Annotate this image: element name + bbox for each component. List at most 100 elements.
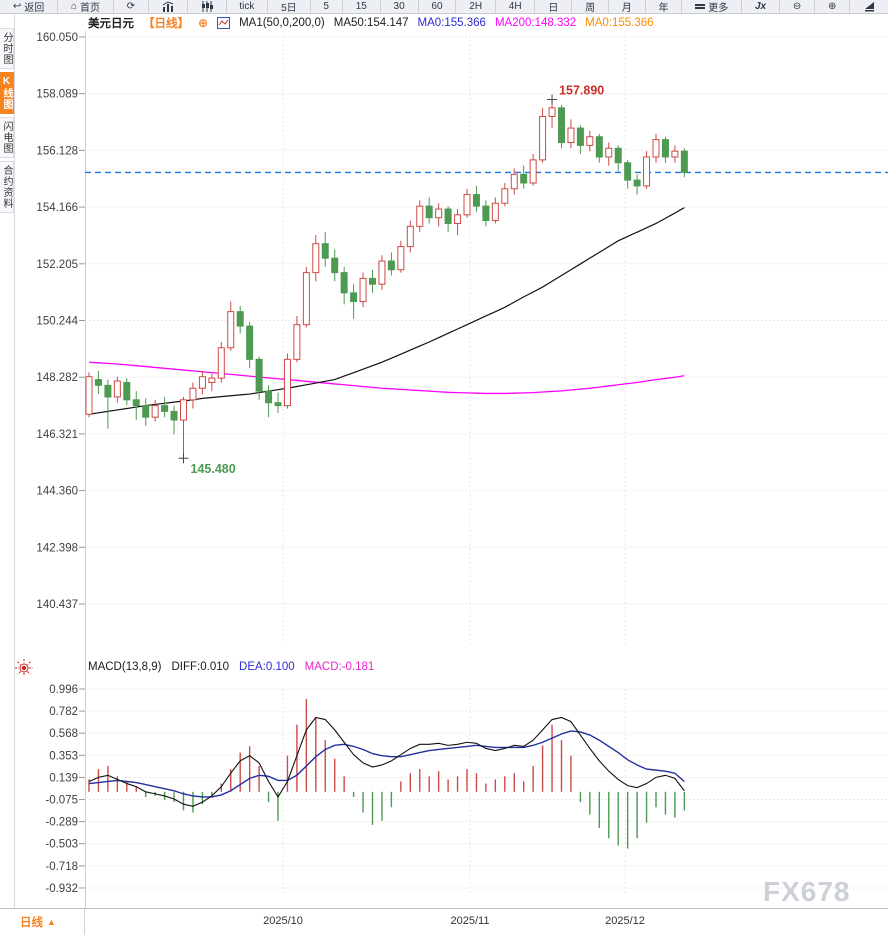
refresh-button[interactable]: ⟳ bbox=[114, 0, 150, 13]
period-5d-button[interactable]: 5日 bbox=[268, 0, 311, 14]
candle-down bbox=[132, 399, 140, 407]
period-day-label: 日 bbox=[548, 3, 559, 14]
period-5m-button[interactable]: 5 bbox=[311, 0, 343, 13]
candle-down bbox=[246, 325, 254, 360]
candle-up bbox=[312, 243, 320, 274]
period-4h-button[interactable]: 4H bbox=[496, 0, 536, 13]
zoom-out-button[interactable]: ⊖ bbox=[780, 0, 816, 13]
symbol-name: 美元日元 bbox=[88, 17, 134, 30]
period-15m-button[interactable]: 15 bbox=[343, 0, 381, 13]
period-day-button[interactable]: 日 bbox=[535, 0, 573, 14]
macd-tick-label: -0.932 bbox=[45, 883, 78, 895]
time-axis-bar: 日线 ▲ 2025/10 2025/11 2025/12 bbox=[0, 908, 888, 935]
candle-up bbox=[454, 214, 462, 224]
period-4h-label: 4H bbox=[508, 1, 522, 12]
candle-up bbox=[283, 358, 291, 407]
zoom-out-icon: ⊖ bbox=[792, 0, 802, 12]
sidebar-tab-kline[interactable]: K线图 bbox=[0, 72, 14, 114]
period-year-label: 年 bbox=[658, 3, 669, 14]
period-60m-button[interactable]: 60 bbox=[419, 0, 457, 13]
back-button[interactable]: ↩ 返回 bbox=[0, 0, 59, 14]
period-5m-label: 5 bbox=[323, 1, 329, 12]
macd-tick-label: 0.353 bbox=[49, 750, 78, 762]
formula-button[interactable]: Jx bbox=[742, 0, 780, 13]
candle-up bbox=[293, 324, 301, 360]
macd-tick-label: 0.568 bbox=[49, 728, 78, 740]
more-button[interactable]: 更多 bbox=[682, 0, 743, 14]
candlestick-icon bbox=[201, 1, 213, 12]
candle-down bbox=[340, 272, 348, 294]
period-year-button[interactable]: 年 bbox=[646, 0, 683, 14]
ma-settings: MA1(50,0,200,0) bbox=[239, 16, 325, 29]
period-tick-button[interactable]: tick bbox=[227, 0, 269, 13]
macd-diff-value: DIFF:0.010 bbox=[171, 661, 230, 673]
period-selector[interactable]: 日线 ▲ bbox=[14, 909, 85, 935]
candle-up bbox=[180, 399, 187, 421]
candle-up bbox=[586, 136, 594, 146]
watermark: FX678 bbox=[763, 876, 851, 907]
sidebar-tab-label: 闪电图 bbox=[1, 121, 12, 154]
chart-legend: 美元日元 【日线】 ⊕ MA1(50,0,200,0) MA50:154.147… bbox=[88, 15, 654, 30]
ma200-value: MA200:148.332 bbox=[494, 16, 577, 29]
ma0-value-blue: MA0:155.366 bbox=[417, 16, 486, 29]
menu-icon bbox=[695, 4, 706, 9]
macd-tick-label: 0.782 bbox=[49, 706, 78, 718]
candle-down bbox=[558, 107, 565, 144]
macd-dea-line bbox=[88, 730, 685, 798]
back-label: 返回 bbox=[24, 3, 45, 14]
sidebar-tab-lightning[interactable]: 闪电图 bbox=[0, 117, 14, 158]
period-month-button[interactable]: 月 bbox=[609, 0, 646, 14]
candle-down bbox=[425, 205, 433, 219]
zoom-in-button[interactable]: ⊕ bbox=[815, 0, 851, 13]
candle-up bbox=[643, 156, 651, 187]
period-week-label: 周 bbox=[585, 3, 596, 14]
period-2h-label: 2H bbox=[469, 1, 483, 12]
more-label: 更多 bbox=[708, 3, 729, 14]
period-week-button[interactable]: 周 bbox=[572, 0, 609, 14]
candle-chart-button[interactable] bbox=[188, 0, 227, 13]
add-indicator-icon[interactable]: ⊕ bbox=[198, 15, 209, 30]
sidebar-tab-contract-info[interactable]: 合约资料 bbox=[0, 161, 14, 213]
draw-tool-button[interactable] bbox=[850, 0, 888, 13]
zoom-in-icon: ⊕ bbox=[827, 0, 837, 12]
indicator-settings-icon[interactable] bbox=[15, 659, 33, 677]
macd-legend: MACD(13,8,9) DIFF:0.010 DEA:0.100 MACD:-… bbox=[88, 661, 374, 673]
candle-up bbox=[491, 202, 499, 222]
period-2h-button[interactable]: 2H bbox=[456, 0, 496, 13]
candle-up bbox=[359, 277, 367, 303]
price-tick-label: 140.437 bbox=[36, 599, 78, 611]
bar-chart-icon bbox=[162, 1, 174, 12]
candle-up bbox=[652, 139, 660, 158]
chart-type-sidebar: 分时图 K线图 闪电图 合约资料 bbox=[0, 28, 14, 216]
candle-up bbox=[85, 376, 93, 415]
candle-down bbox=[94, 379, 102, 386]
price-tick-label: 152.205 bbox=[36, 259, 78, 271]
candle-up bbox=[189, 387, 197, 401]
sidebar-tab-timeshare[interactable]: 分时图 bbox=[0, 28, 14, 69]
macd-tick-label: 0.996 bbox=[49, 684, 78, 696]
macd-tick-label: -0.289 bbox=[45, 817, 78, 829]
high-price-label: 157.890 bbox=[559, 83, 604, 97]
period-30m-button[interactable]: 30 bbox=[381, 0, 419, 13]
home-button[interactable]: ⌂ 首页 bbox=[58, 0, 114, 14]
candle-down bbox=[350, 292, 358, 303]
candle-down bbox=[624, 162, 632, 181]
candle-up bbox=[378, 260, 386, 285]
macd-diff-line bbox=[88, 716, 685, 807]
date-label: 2025/11 bbox=[450, 915, 490, 927]
candle-up bbox=[302, 272, 310, 326]
toolbar: ↩ 返回 ⌂ 首页 ⟳ tick 5日 5 15 30 60 bbox=[0, 0, 888, 14]
candle-down bbox=[255, 358, 263, 392]
candle-down bbox=[321, 243, 329, 259]
period-label: 日线 bbox=[20, 917, 43, 929]
home-icon: ⌂ bbox=[70, 0, 78, 12]
candle-down bbox=[265, 390, 273, 404]
ma50-line bbox=[88, 207, 685, 415]
candle-up bbox=[416, 205, 424, 227]
candle-up bbox=[671, 150, 679, 158]
ma-chart-icon bbox=[217, 16, 231, 29]
price-tick-label: 160.050 bbox=[36, 32, 78, 44]
candle-up bbox=[397, 246, 405, 271]
market-chart-button[interactable] bbox=[149, 0, 188, 13]
